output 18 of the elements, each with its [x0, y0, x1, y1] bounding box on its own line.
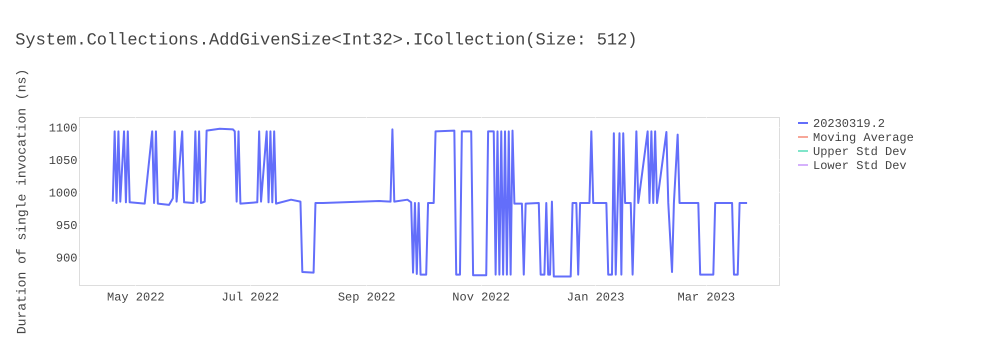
legend-label: Lower Std Dev	[813, 159, 907, 173]
y-tick-label: 1050	[48, 154, 78, 168]
y-tick-label: 1000	[48, 186, 78, 200]
x-tick-label: Sep 2022	[338, 290, 396, 304]
line-series	[112, 128, 748, 278]
x-tick-label: Jul 2022	[221, 290, 280, 304]
x-tick-label: May 2022	[106, 290, 165, 304]
x-tick-label: Mar 2023	[678, 290, 736, 304]
legend-label: Upper Std Dev	[813, 145, 907, 159]
x-tick-label: Jan 2023	[566, 290, 624, 304]
y-axis-title: Duration of single invocation (ns)	[14, 68, 30, 334]
y-tick-label: 900	[56, 252, 78, 266]
legend-label: Moving Average	[813, 131, 914, 145]
x-tick-label: Nov 2022	[452, 290, 510, 304]
chart-title: System.Collections.AddGivenSize<Int32>.ICollection(Size: 512)	[15, 31, 638, 50]
legend-label: 20230319.2	[813, 117, 886, 131]
y-tick-label: 950	[56, 218, 78, 233]
y-tick-label: 1100	[48, 121, 78, 136]
